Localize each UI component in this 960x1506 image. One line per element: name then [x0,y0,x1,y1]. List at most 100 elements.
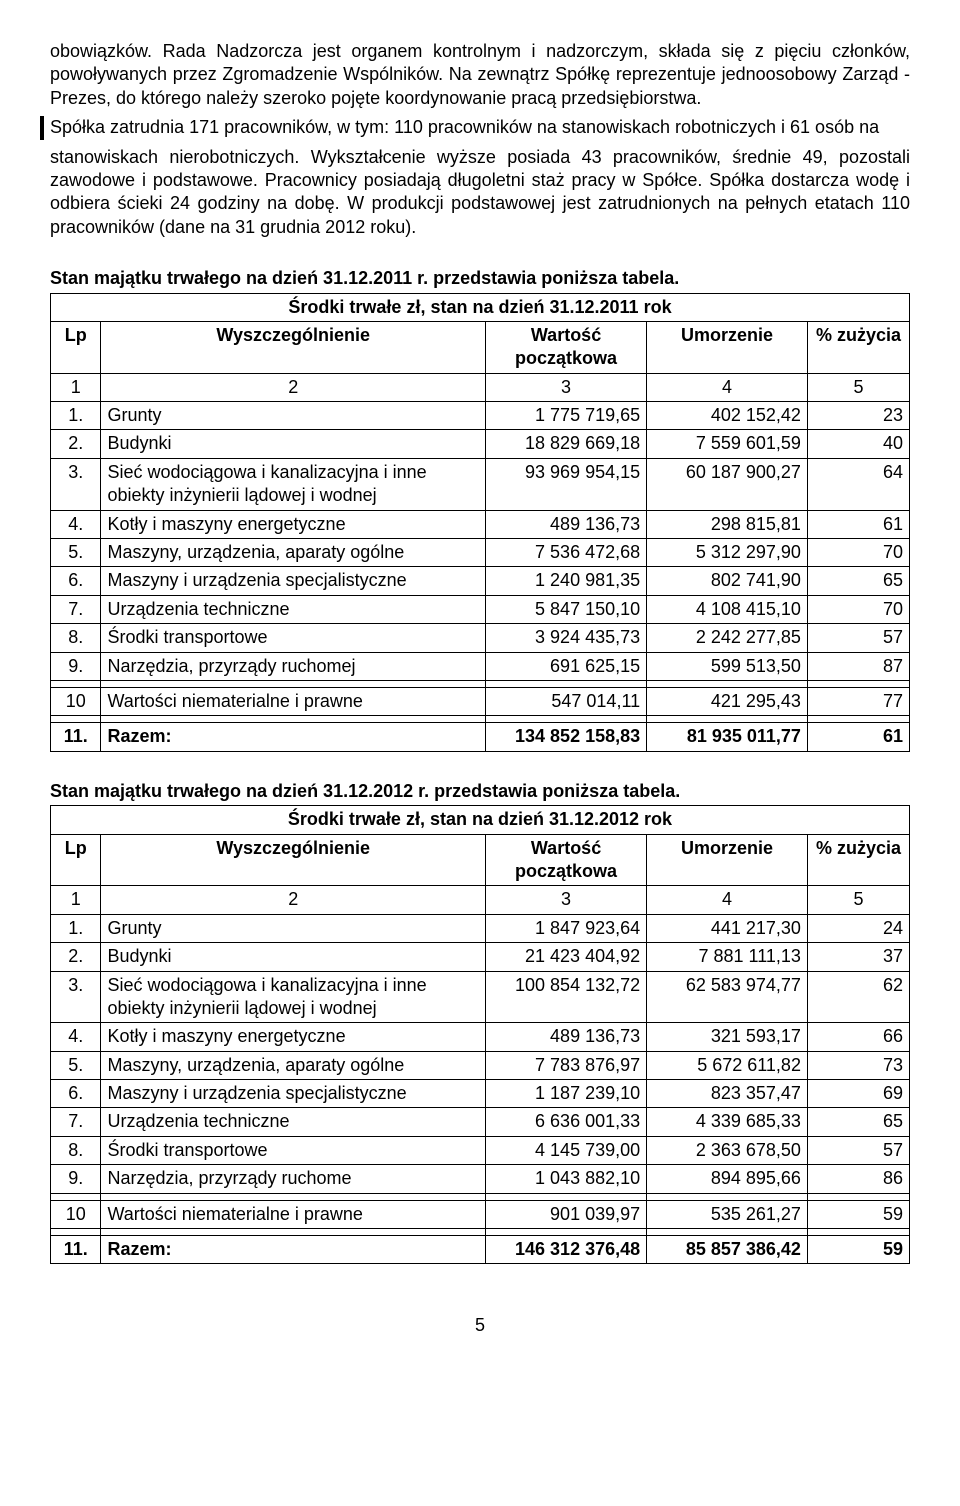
th-lp: Lp [51,321,101,373]
cell-v1: 93 969 954,15 [485,458,646,510]
cell-v1: 489 136,73 [485,1023,646,1051]
cell-v1: 5 847 150,10 [485,595,646,623]
cell-lp: 4. [51,510,101,538]
cell-name: Maszyny, urządzenia, aparaty ogólne [101,539,485,567]
cell-name: Narzędzia, przyrządy ruchome [101,1165,485,1193]
th-name: Wyszczególnienie [101,834,485,886]
cell-p: 86 [807,1165,909,1193]
cell-lp: 3. [51,458,101,510]
cell-p: 64 [807,458,909,510]
cell-p: 61 [807,510,909,538]
cell-p: 73 [807,1051,909,1079]
body-paragraph-3: stanowiskach nierobotniczych. Wykształce… [50,146,910,240]
table1-row: 4.Kotły i maszyny energetyczne489 136,73… [51,510,910,538]
table2-row: 9.Narzędzia, przyrządy ruchome1 043 882,… [51,1165,910,1193]
table1-section-title: Stan majątku trwałego na dzień 31.12.201… [50,267,910,290]
table2-row: 1.Grunty1 847 923,64441 217,3024 [51,914,910,942]
cell-v1: 6 636 001,33 [485,1108,646,1136]
body-paragraph-changebar: Spółka zatrudnia 171 pracowników, w tym:… [40,116,910,139]
cell-lp: 3. [51,971,101,1023]
table2-row: 2.Budynki21 423 404,927 881 111,1337 [51,943,910,971]
cell-p: 70 [807,595,909,623]
table1-row: 6.Maszyny i urządzenia specjalistyczne1 … [51,567,910,595]
cell-v2: 402 152,42 [647,402,808,430]
cell-lp: 5. [51,539,101,567]
table2-row-10: 10 Wartości niematerialne i prawne 901 0… [51,1200,910,1228]
cell-name: Grunty [101,402,485,430]
cell-name: Narzędzia, przyrządy ruchomej [101,652,485,680]
cell-name: Kotły i maszyny energetyczne [101,1023,485,1051]
th-v2: Umorzenie [647,321,808,373]
table2-row: 8.Środki transportowe4 145 739,002 363 6… [51,1136,910,1164]
cell-p: 23 [807,402,909,430]
table2-total-row: 11. Razem: 146 312 376,48 85 857 386,42 … [51,1236,910,1264]
table1-row: 7.Urządzenia techniczne5 847 150,104 108… [51,595,910,623]
cell-v1: 7 783 876,97 [485,1051,646,1079]
cell-v2: 441 217,30 [647,914,808,942]
cell-v1: 7 536 472,68 [485,539,646,567]
table1-row: 9.Narzędzia, przyrządy ruchomej691 625,1… [51,652,910,680]
table1-row: 8.Środki transportowe3 924 435,732 242 2… [51,624,910,652]
table-2011: Środki trwałe zł, stan na dzień 31.12.20… [50,293,910,752]
cell-v2: 4 108 415,10 [647,595,808,623]
cell-lp: 1. [51,402,101,430]
cell-v1: 1 187 239,10 [485,1080,646,1108]
cell-v2: 5 672 611,82 [647,1051,808,1079]
cell-v1: 4 145 739,00 [485,1136,646,1164]
cell-lp: 6. [51,567,101,595]
cell-v1: 1 043 882,10 [485,1165,646,1193]
cell-p: 87 [807,652,909,680]
cell-v1: 1 240 981,35 [485,567,646,595]
cell-p: 24 [807,914,909,942]
cell-v2: 62 583 974,77 [647,971,808,1023]
cell-v2: 894 895,66 [647,1165,808,1193]
table2-row: 6.Maszyny i urządzenia specjalistyczne1 … [51,1080,910,1108]
cell-v1: 3 924 435,73 [485,624,646,652]
cell-name: Maszyny i urządzenia specjalistyczne [101,567,485,595]
cell-lp: 9. [51,1165,101,1193]
table-2012: Środki trwałe zł, stan na dzień 31.12.20… [50,805,910,1264]
cell-v2: 5 312 297,90 [647,539,808,567]
cell-v2: 2 363 678,50 [647,1136,808,1164]
table1-header-row: Lp Wyszczególnienie Wartość początkowa U… [51,321,910,373]
cell-v2: 4 339 685,33 [647,1108,808,1136]
cell-v1: 1 775 719,65 [485,402,646,430]
cell-v1: 1 847 923,64 [485,914,646,942]
cell-p: 70 [807,539,909,567]
cell-v1: 489 136,73 [485,510,646,538]
cell-v2: 321 593,17 [647,1023,808,1051]
cell-lp: 1. [51,914,101,942]
cell-lp: 7. [51,595,101,623]
cell-name: Urządzenia techniczne [101,1108,485,1136]
table1-row: 5.Maszyny, urządzenia, aparaty ogólne7 5… [51,539,910,567]
table1-colnum-row: 1 2 3 4 5 [51,373,910,401]
cell-p: 57 [807,624,909,652]
cell-name: Budynki [101,430,485,458]
table1-row-10: 10 Wartości niematerialne i prawne 547 0… [51,687,910,715]
cell-p: 65 [807,567,909,595]
table2-row: 3.Sieć wodociągowa i kanalizacyjna i inn… [51,971,910,1023]
th-name: Wyszczególnienie [101,321,485,373]
th-p: % zużycia [807,321,909,373]
cell-v1: 18 829 669,18 [485,430,646,458]
cell-v2: 823 357,47 [647,1080,808,1108]
table2-row: 7.Urządzenia techniczne6 636 001,334 339… [51,1108,910,1136]
cell-name: Sieć wodociągowa i kanalizacyjna i inne … [101,458,485,510]
cell-name: Sieć wodociągowa i kanalizacyjna i inne … [101,971,485,1023]
cell-name: Kotły i maszyny energetyczne [101,510,485,538]
cell-name: Środki transportowe [101,624,485,652]
th-lp: Lp [51,834,101,886]
cell-p: 40 [807,430,909,458]
cell-lp: 2. [51,943,101,971]
table1-caption: Środki trwałe zł, stan na dzień 31.12.20… [51,293,910,321]
cell-v2: 2 242 277,85 [647,624,808,652]
table1-row: 2.Budynki18 829 669,187 559 601,5940 [51,430,910,458]
cell-p: 62 [807,971,909,1023]
table2-colnum-row: 1 2 3 4 5 [51,886,910,914]
th-p: % zużycia [807,834,909,886]
th-v1: Wartość początkowa [485,321,646,373]
table2-row: 5.Maszyny, urządzenia, aparaty ogólne7 7… [51,1051,910,1079]
table1-row: 3.Sieć wodociągowa i kanalizacyjna i inn… [51,458,910,510]
cell-v2: 7 881 111,13 [647,943,808,971]
cell-p: 57 [807,1136,909,1164]
